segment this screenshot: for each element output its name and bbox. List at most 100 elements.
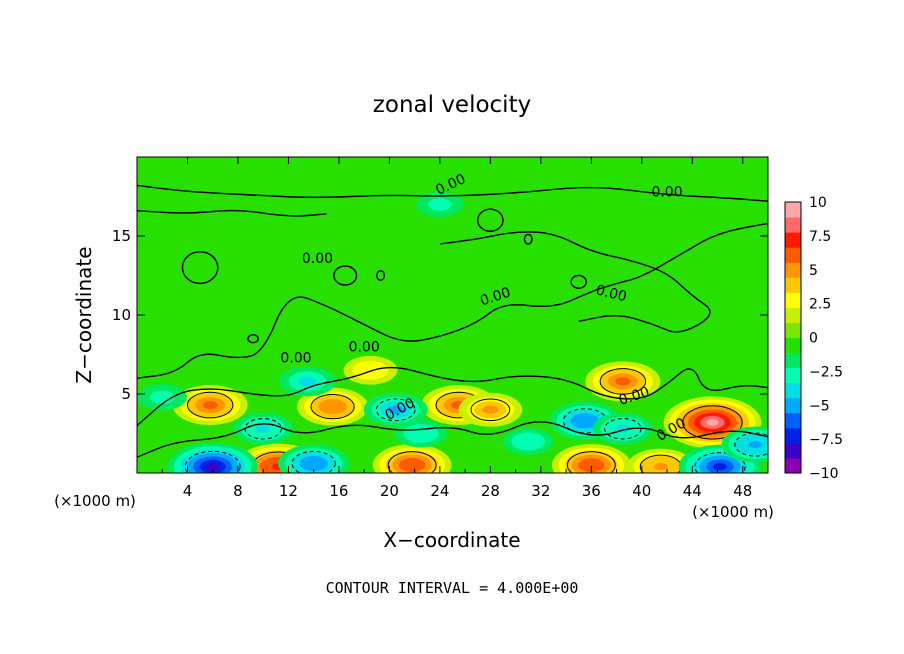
zero-contour-loop bbox=[333, 265, 358, 286]
colorbar-swatch bbox=[785, 217, 801, 233]
x-tick-label: 36 bbox=[582, 482, 601, 500]
velocity-blob bbox=[416, 191, 464, 217]
blob-contour bbox=[734, 432, 768, 457]
velocity-blob bbox=[551, 444, 631, 473]
colorbar-swatch bbox=[785, 277, 801, 293]
colorbar-tick-label: −5 bbox=[809, 398, 830, 414]
x-tick-label: 48 bbox=[733, 482, 752, 500]
zero-contour-loop bbox=[181, 251, 219, 285]
blob-level bbox=[298, 376, 317, 387]
blob-level bbox=[615, 377, 631, 386]
blob-level bbox=[584, 461, 598, 469]
colorbar-tick-labels: 10 7.5 5 2.5 0 −2.5 −5 −7.5 −10 bbox=[809, 195, 843, 482]
velocity-blob bbox=[394, 419, 448, 448]
blob-level bbox=[713, 463, 727, 471]
velocity-blob bbox=[172, 385, 248, 426]
velocity-blob bbox=[363, 392, 428, 427]
blob-contour bbox=[470, 398, 511, 422]
blob-level bbox=[149, 390, 175, 404]
velocity-blob bbox=[372, 444, 452, 473]
contour-label: 0.00 bbox=[651, 185, 682, 201]
zero-contour-loop bbox=[477, 208, 504, 232]
colorbar-swatch bbox=[785, 202, 801, 218]
zero-contour-loop bbox=[523, 233, 533, 245]
x-tick-label: 12 bbox=[279, 482, 298, 500]
colorbar-swatch bbox=[785, 442, 801, 459]
blob-level bbox=[255, 424, 271, 433]
colorbar-swatch bbox=[785, 307, 801, 323]
blob-level bbox=[706, 419, 719, 426]
blob-level bbox=[653, 463, 668, 471]
blob-level bbox=[519, 436, 537, 446]
colorbar-swatch bbox=[785, 397, 801, 414]
x-tick-label: 44 bbox=[683, 482, 702, 500]
zero-contour-loop bbox=[376, 270, 386, 281]
x-tick-label: 16 bbox=[329, 482, 348, 500]
contour-label: 0.00 bbox=[280, 350, 311, 366]
colorbar-swatch bbox=[785, 262, 801, 278]
contour-interval-footer: CONTOUR INTERVAL = 4.000E+00 bbox=[326, 579, 579, 597]
blob-contour bbox=[566, 451, 616, 473]
y-tick-label: 10 bbox=[112, 306, 131, 324]
x-tick-label: 8 bbox=[233, 482, 243, 500]
velocity-blob bbox=[296, 387, 369, 426]
zero-contour-line bbox=[137, 184, 768, 202]
colorbar-swatch bbox=[785, 427, 801, 444]
colorbar-tick-label: −2.5 bbox=[809, 364, 843, 380]
colorbar-swatch bbox=[785, 412, 801, 429]
zero-contours bbox=[137, 184, 768, 458]
velocity-blob bbox=[167, 442, 258, 473]
blob-contour bbox=[186, 391, 234, 419]
colorbar-swatch bbox=[785, 352, 801, 369]
x-unit-left: (×1000 m) bbox=[54, 492, 136, 510]
x-axis-ticks: 4 8 12 16 20 24 28 32 36 40 44 48 bbox=[161, 157, 752, 500]
colorbar-tick-label: −7.5 bbox=[809, 432, 843, 448]
chart-title: zonal velocity bbox=[373, 92, 531, 118]
velocity-blob bbox=[458, 392, 523, 427]
velocity-blobs bbox=[137, 191, 768, 473]
velocity-blob bbox=[343, 355, 398, 385]
velocity-blob bbox=[137, 383, 187, 411]
colorbar-tick-label: 7.5 bbox=[809, 229, 831, 245]
y-tick-label: 5 bbox=[121, 385, 131, 403]
blob-level bbox=[306, 459, 321, 468]
velocity-blob bbox=[585, 361, 661, 402]
blob-level bbox=[428, 198, 452, 211]
zero-contour-line bbox=[137, 366, 768, 427]
blob-contour bbox=[694, 452, 746, 473]
colorbar-tick-label: 10 bbox=[809, 195, 827, 211]
blob-level bbox=[202, 401, 218, 410]
x-tick-label: 28 bbox=[481, 482, 500, 500]
blob-level bbox=[577, 417, 593, 425]
colorbar-frame bbox=[784, 201, 802, 474]
colorbar-swatch bbox=[785, 292, 801, 308]
colorbar-swatch bbox=[785, 322, 801, 338]
velocity-blob bbox=[626, 448, 695, 473]
x-unit-right: (×1000 m) bbox=[692, 503, 774, 521]
contour-label: 0.00 bbox=[349, 339, 380, 355]
x-tick-label: 40 bbox=[632, 482, 651, 500]
heatmap-field bbox=[137, 157, 768, 473]
zero-contour-line bbox=[137, 421, 768, 458]
colorbar-swatch bbox=[785, 232, 801, 248]
colorbar-tick-label: 5 bbox=[809, 263, 818, 279]
blob-level bbox=[748, 440, 763, 449]
colorbar-tick-label: −10 bbox=[809, 466, 839, 482]
blob-contour bbox=[599, 368, 647, 395]
velocity-blob bbox=[279, 366, 336, 397]
zero-contour-line bbox=[137, 222, 768, 379]
zero-contour-loop bbox=[570, 274, 587, 289]
y-axis-label: Z−coordinate bbox=[72, 246, 96, 383]
colorbar bbox=[784, 201, 802, 474]
blob-contour bbox=[184, 450, 241, 473]
y-axis-ticks: 5 10 15 bbox=[112, 227, 768, 403]
velocity-blob bbox=[721, 426, 768, 463]
blob-level bbox=[325, 402, 340, 411]
contour-label: 0.00 bbox=[594, 282, 628, 305]
velocity-blob bbox=[278, 444, 350, 473]
blob-contour bbox=[375, 398, 416, 422]
x-tick-label: 4 bbox=[183, 482, 193, 500]
blob-level bbox=[482, 405, 499, 415]
blob-level bbox=[405, 461, 419, 469]
